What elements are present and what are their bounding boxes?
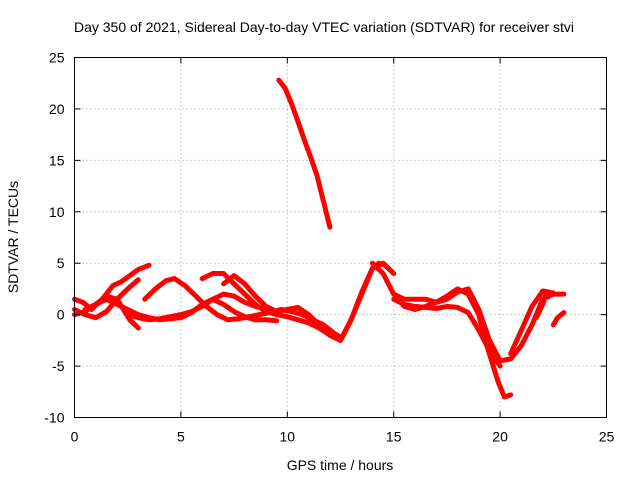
grid — [74, 57, 607, 418]
y-tick-label: -10 — [44, 410, 64, 426]
series-line-arc-5 — [125, 291, 280, 323]
x-tick-label: 0 — [71, 429, 79, 445]
x-tick-label: 15 — [386, 429, 402, 445]
ticks: 0 5 10 15 20 25 -10 -5 0 5 10 15 20 25 — [44, 50, 614, 445]
series-line-arc-4 — [82, 293, 141, 331]
series-line-arc-1 — [72, 262, 152, 312]
y-tick-label: 0 — [57, 307, 65, 323]
series-line-arc-15 — [550, 310, 567, 328]
x-tick-label: 5 — [177, 429, 185, 445]
y-tick-label: -5 — [52, 358, 65, 374]
series-line-arc-7 — [199, 260, 397, 343]
y-axis-label: SDTVAR / TECUs — [5, 181, 21, 293]
x-tick-label: 10 — [280, 429, 296, 445]
plot-frame — [74, 57, 607, 418]
series-line-arc-2 — [72, 277, 141, 321]
y-tick-label: 10 — [49, 204, 65, 220]
chart-title: Day 350 of 2021, Sidereal Day-to-day VTE… — [74, 19, 574, 35]
y-tick-label: 25 — [49, 50, 65, 66]
series-group — [72, 77, 567, 400]
x-axis-label: GPS time / hours — [287, 457, 394, 473]
series-line-arc-6 — [142, 276, 343, 340]
series-line-arc-10 — [369, 260, 514, 400]
series-line-arc-9 — [276, 77, 333, 230]
x-tick-label: 20 — [492, 429, 508, 445]
y-tick-label: 20 — [49, 101, 65, 117]
series-line-arc-8 — [221, 260, 397, 343]
x-tick-label: 25 — [599, 429, 615, 445]
series-line-arc-14 — [533, 289, 550, 321]
series-line-arc-12 — [391, 296, 503, 369]
y-tick-label: 15 — [49, 152, 65, 168]
y-tick-label: 5 — [57, 255, 65, 271]
